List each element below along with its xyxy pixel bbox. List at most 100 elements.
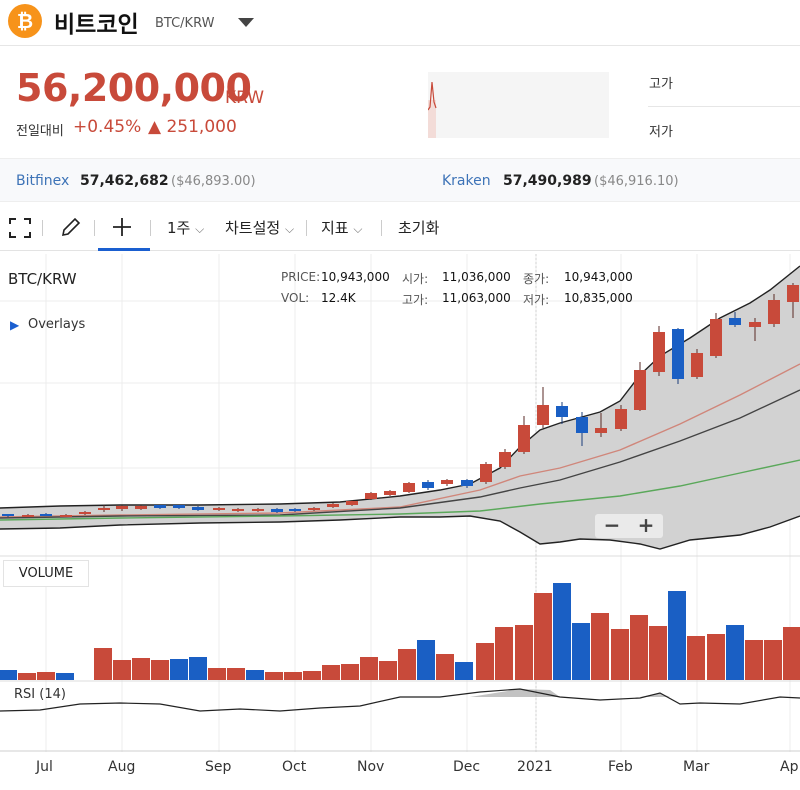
prev-day-label: 전일대비 [16,124,64,139]
sparkline-chart [427,72,609,138]
app-header: ₿ 비트코인 BTC/KRW [0,0,800,46]
x-axis-label: 2021 [517,759,553,775]
exchange-name-kraken[interactable]: Kraken [442,173,491,189]
volume-bar [515,625,533,680]
volume-bar [341,664,359,680]
exchange-price-bitfinex: 57,462,682 [80,173,169,189]
exchange-usd-kraken: ($46,916.10) [594,174,679,189]
chart-pair-label: BTC/KRW [8,270,77,288]
info-vol-value: 12.4K [321,291,356,305]
volume-bar [783,627,800,680]
zoom-control: − + [595,514,663,538]
candle-body [403,483,415,492]
volume-bar [572,623,590,680]
x-axis-label: Mar [683,759,710,775]
exchange-name-bitfinex[interactable]: Bitfinex [16,173,70,189]
volume-bar [322,665,340,680]
indicators-dropdown[interactable]: 지표 ⌵ [321,217,363,238]
volume-bar [476,643,494,680]
volume-bar [764,640,782,680]
candle-body [480,464,492,482]
candle-body [271,509,283,512]
candle-body [60,515,72,517]
bollinger-lower [0,515,800,550]
sparkline-line [427,81,437,111]
candle-body [729,318,741,325]
fullscreen-icon[interactable] [9,218,31,238]
x-axis-label: Oct [282,759,307,775]
chart-settings-dropdown[interactable]: 차트설정 ⌵ [225,217,294,238]
reset-button[interactable]: 초기화 [398,219,440,237]
coin-name: 비트코인 [54,12,139,38]
candle-body [537,405,549,425]
candle-body [634,370,646,410]
volume-bar [417,640,435,680]
volume-bar [56,673,74,680]
x-axis-label: Nov [357,759,385,775]
volume-bar [303,671,321,680]
caret-right-icon[interactable]: ▶ [10,318,20,332]
candle-body [327,504,339,507]
candle-body [98,508,110,510]
exchange-usd-bitfinex: ($46,893.00) [171,174,256,189]
candle-body [653,332,665,372]
info-close-label: 종가: [523,272,550,286]
candle-body [461,480,473,486]
volume-bar [284,672,302,680]
candle-body [518,425,530,452]
volume-bar [495,627,513,680]
candle-body [79,512,91,514]
exchange-row: Bitfinex 57,462,682 ($46,893.00) Kraken … [0,158,800,202]
volume-bar [208,668,226,680]
price-unit: KRW [225,88,265,108]
chevron-down-icon: ⌵ [353,222,363,236]
candle-body [499,452,511,467]
volume-bar [726,625,744,680]
volume-bar [553,583,571,680]
info-open-label: 시가: [402,272,429,286]
change-amount: ▲ 251,000 [148,117,237,137]
candle-body [40,514,52,516]
volume-bar [265,672,283,680]
candle-body [576,417,588,433]
pencil-icon[interactable] [60,216,82,238]
candle-body [135,506,147,509]
volume-bar [189,657,207,680]
caret-down-icon[interactable] [238,18,254,27]
bollinger-band [0,266,800,549]
zoom-in-button[interactable]: + [637,513,655,537]
x-axis-label: Feb [608,759,633,775]
candle-body [308,508,320,510]
candle-body [595,428,607,433]
candle-body [289,509,301,511]
chevron-down-icon: ⌵ [284,222,295,236]
candle-body [192,507,204,510]
volume-bar [18,673,36,680]
volume-bar [227,668,245,680]
x-axis-label: Sep [205,759,232,775]
zoom-out-button[interactable]: − [603,513,621,537]
info-open-value: 11,036,000 [442,270,511,284]
rsi-label: RSI (14) [14,687,66,702]
overlays-toggle[interactable]: Overlays [28,317,86,332]
volume-bar [649,626,667,680]
x-axis-label: Aug [108,759,136,775]
info-vol-label: VOL: [281,291,310,305]
chevron-down-icon: ⌵ [195,222,205,236]
info-high-value: 11,063,000 [442,291,511,305]
period-dropdown[interactable]: 1주 ⌵ [167,217,204,238]
candle-body [749,322,761,327]
volume-bar [360,657,378,680]
coin-pair: BTC/KRW [155,16,215,31]
candle-body [615,409,627,429]
crosshair-icon[interactable] [112,217,132,237]
chart-settings-label: 차트설정 [225,219,281,237]
candle-body [173,505,185,508]
rsi-overbought-fill [470,689,560,697]
sparkline-svg [427,81,437,138]
info-close-value: 10,943,000 [564,270,633,284]
volume-bar [687,636,705,680]
volume-bar [379,661,397,680]
candle-body [556,406,568,417]
